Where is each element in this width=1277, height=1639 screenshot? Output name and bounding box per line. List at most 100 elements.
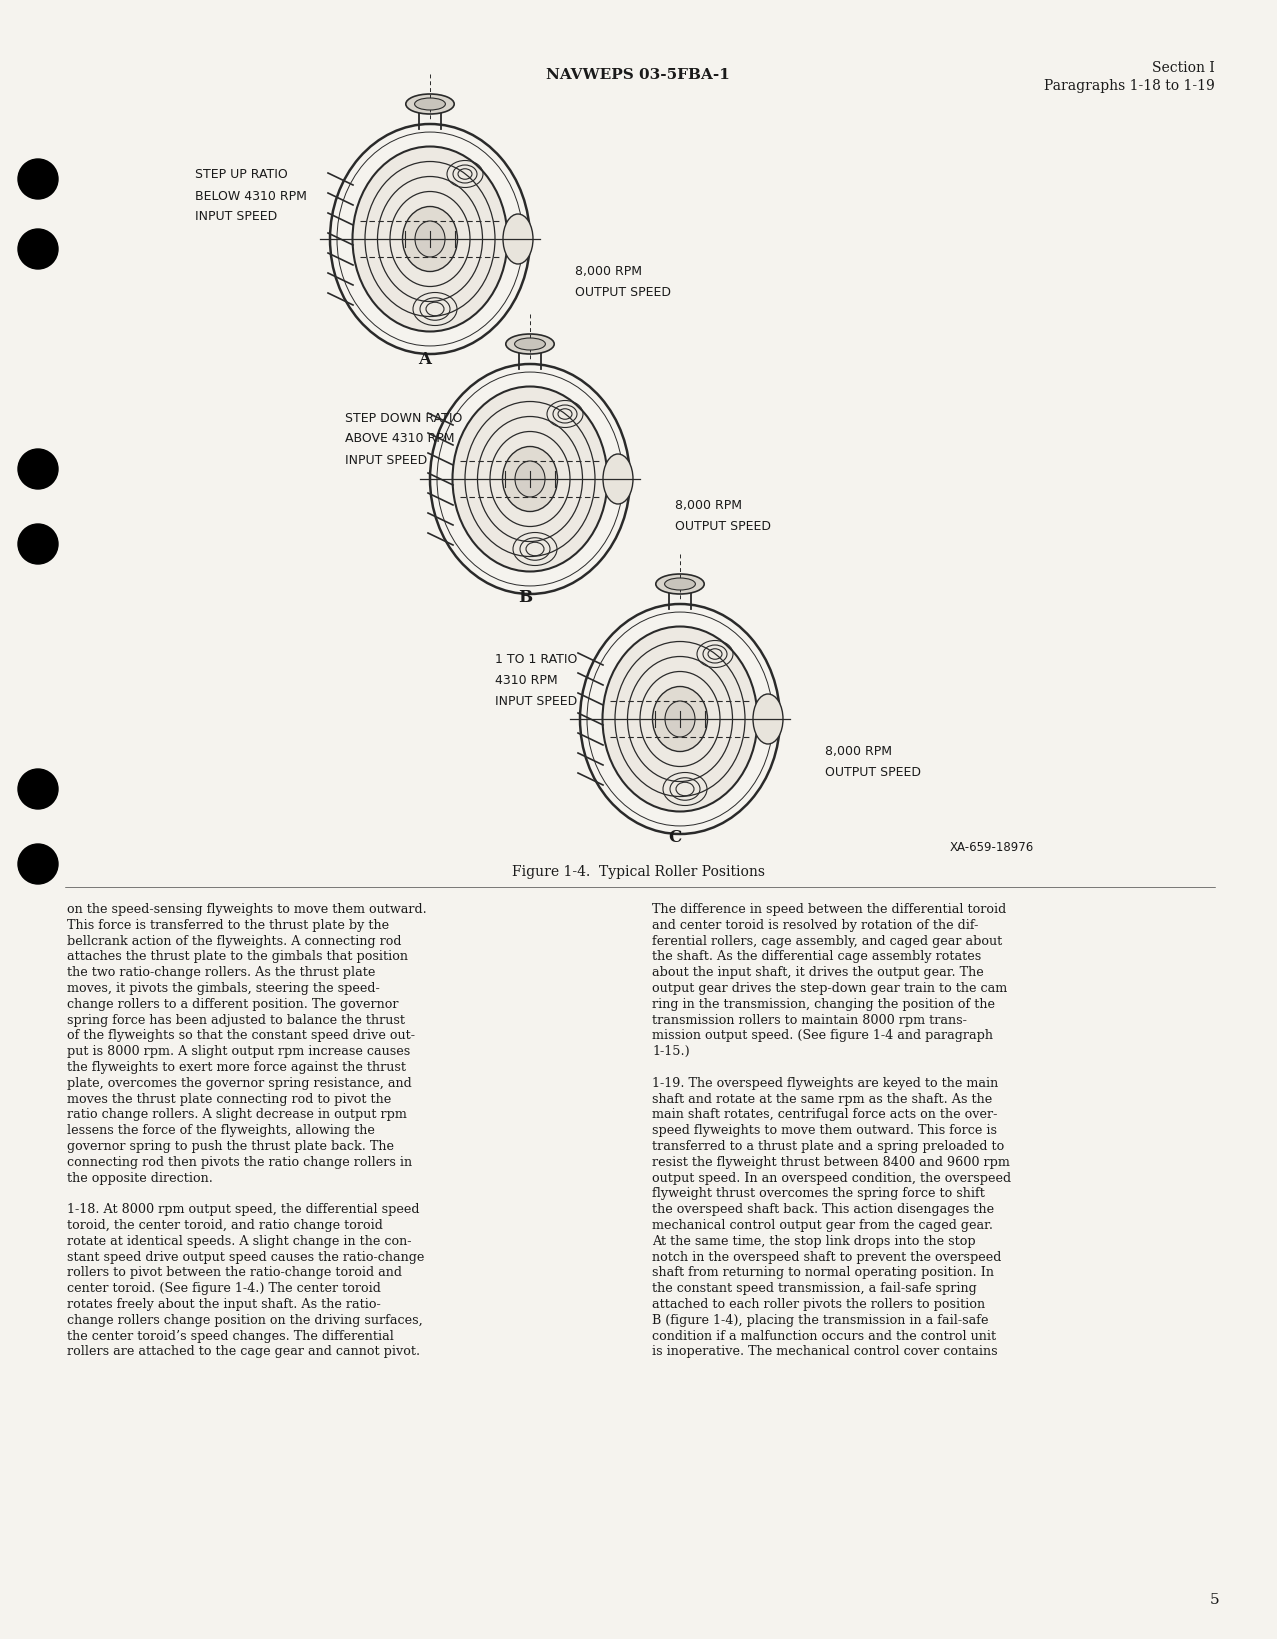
Text: resist the flyweight thrust between 8400 and 9600 rpm: resist the flyweight thrust between 8400… [653,1155,1010,1169]
Text: speed flyweights to move them outward. This force is: speed flyweights to move them outward. T… [653,1123,997,1136]
Ellipse shape [515,339,545,351]
Circle shape [18,524,57,565]
Text: INPUT SPEED: INPUT SPEED [495,695,577,708]
Text: rotate at identical speeds. A slight change in the con-: rotate at identical speeds. A slight cha… [66,1234,411,1247]
Text: condition if a malfunction occurs and the control unit: condition if a malfunction occurs and th… [653,1329,996,1342]
Text: the shaft. As the differential cage assembly rotates: the shaft. As the differential cage asse… [653,951,981,962]
Text: STEP DOWN RATIO: STEP DOWN RATIO [345,411,462,425]
Text: flyweight thrust overcomes the spring force to shift: flyweight thrust overcomes the spring fo… [653,1187,985,1200]
Text: notch in the overspeed shaft to prevent the overspeed: notch in the overspeed shaft to prevent … [653,1251,1001,1262]
Ellipse shape [656,575,704,595]
Text: OUTPUT SPEED: OUTPUT SPEED [676,520,771,533]
Text: The difference in speed between the differential toroid: The difference in speed between the diff… [653,903,1006,916]
Text: the constant speed transmission, a fail-safe spring: the constant speed transmission, a fail-… [653,1282,977,1295]
Text: INPUT SPEED: INPUT SPEED [195,210,277,223]
Ellipse shape [406,95,455,115]
Circle shape [18,770,57,810]
Text: This force is transferred to the thrust plate by the: This force is transferred to the thrust … [66,918,389,931]
Ellipse shape [402,208,457,272]
Text: transferred to a thrust plate and a spring preloaded to: transferred to a thrust plate and a spri… [653,1139,1004,1152]
Ellipse shape [506,334,554,354]
Ellipse shape [753,695,783,744]
Text: the center toroid’s speed changes. The differential: the center toroid’s speed changes. The d… [66,1329,393,1342]
Text: 1 TO 1 RATIO: 1 TO 1 RATIO [495,652,577,665]
Text: toroid, the center toroid, and ratio change toroid: toroid, the center toroid, and ratio cha… [66,1218,383,1231]
Text: shaft and rotate at the same rpm as the shaft. As the: shaft and rotate at the same rpm as the … [653,1092,992,1105]
Text: 8,000 RPM: 8,000 RPM [825,746,893,757]
Text: Figure 1-4.  Typical Roller Positions: Figure 1-4. Typical Roller Positions [512,864,765,879]
Text: the flyweights to exert more force against the thrust: the flyweights to exert more force again… [66,1060,406,1074]
Ellipse shape [664,579,696,590]
Text: connecting rod then pivots the ratio change rollers in: connecting rod then pivots the ratio cha… [66,1155,412,1169]
Ellipse shape [503,447,558,511]
Text: BELOW 4310 RPM: BELOW 4310 RPM [195,190,306,202]
Ellipse shape [452,387,608,572]
Ellipse shape [503,215,533,266]
Text: STEP UP RATIO: STEP UP RATIO [195,169,287,182]
Text: ratio change rollers. A slight decrease in output rpm: ratio change rollers. A slight decrease … [66,1108,407,1121]
Text: the two ratio-change rollers. As the thrust plate: the two ratio-change rollers. As the thr… [66,965,375,978]
Text: ABOVE 4310 RPM: ABOVE 4310 RPM [345,433,455,446]
Text: lessens the force of the flyweights, allowing the: lessens the force of the flyweights, all… [66,1123,375,1136]
Ellipse shape [603,628,757,811]
Text: the overspeed shaft back. This action disengages the: the overspeed shaft back. This action di… [653,1203,994,1216]
Text: bellcrank action of the flyweights. A connecting rod: bellcrank action of the flyweights. A co… [66,934,401,947]
Ellipse shape [352,148,507,333]
Text: is inoperative. The mechanical control cover contains: is inoperative. The mechanical control c… [653,1344,997,1357]
Text: 4310 RPM: 4310 RPM [495,674,558,687]
Text: moves, it pivots the gimbals, steering the speed-: moves, it pivots the gimbals, steering t… [66,982,379,995]
Text: transmission rollers to maintain 8000 rpm trans-: transmission rollers to maintain 8000 rp… [653,1013,967,1026]
Text: ring in the transmission, changing the position of the: ring in the transmission, changing the p… [653,997,995,1010]
Ellipse shape [653,687,707,752]
Text: Section I: Section I [1152,61,1214,75]
Text: change rollers to a different position. The governor: change rollers to a different position. … [66,997,398,1010]
Text: INPUT SPEED: INPUT SPEED [345,454,428,465]
Text: OUTPUT SPEED: OUTPUT SPEED [575,287,670,300]
Text: B (figure 1-4), placing the transmission in a fail-safe: B (figure 1-4), placing the transmission… [653,1313,988,1326]
Text: C: C [668,829,682,846]
Text: center toroid. (See figure 1-4.) The center toroid: center toroid. (See figure 1-4.) The cen… [66,1282,381,1295]
Ellipse shape [415,98,446,111]
Text: attached to each roller pivots the rollers to position: attached to each roller pivots the rolle… [653,1296,985,1310]
Text: spring force has been adjusted to balance the thrust: spring force has been adjusted to balanc… [66,1013,405,1026]
Text: 1-19. The overspeed flyweights are keyed to the main: 1-19. The overspeed flyweights are keyed… [653,1077,999,1090]
Ellipse shape [515,462,545,498]
Text: on the speed-sensing flyweights to move them outward.: on the speed-sensing flyweights to move … [66,903,427,916]
Text: main shaft rotates, centrifugal force acts on the over-: main shaft rotates, centrifugal force ac… [653,1108,997,1121]
Text: XA-659-18976: XA-659-18976 [950,841,1034,854]
Circle shape [18,449,57,490]
Text: rotates freely about the input shaft. As the ratio-: rotates freely about the input shaft. As… [66,1296,381,1310]
Text: put is 8000 rpm. A slight output rpm increase causes: put is 8000 rpm. A slight output rpm inc… [66,1044,410,1057]
Text: about the input shaft, it drives the output gear. The: about the input shaft, it drives the out… [653,965,983,978]
Ellipse shape [415,221,444,257]
Text: moves the thrust plate connecting rod to pivot the: moves the thrust plate connecting rod to… [66,1092,391,1105]
Text: NAVWEPS 03-5FBA-1: NAVWEPS 03-5FBA-1 [547,67,730,82]
Text: and center toroid is resolved by rotation of the dif-: and center toroid is resolved by rotatio… [653,918,978,931]
Text: 5: 5 [1211,1591,1220,1606]
Circle shape [18,844,57,885]
Text: rollers to pivot between the ratio-change toroid and: rollers to pivot between the ratio-chang… [66,1265,402,1278]
Text: rollers are attached to the cage gear and cannot pivot.: rollers are attached to the cage gear an… [66,1344,420,1357]
Text: ferential rollers, cage assembly, and caged gear about: ferential rollers, cage assembly, and ca… [653,934,1002,947]
Text: Paragraphs 1-18 to 1-19: Paragraphs 1-18 to 1-19 [1045,79,1214,93]
Text: governor spring to push the thrust plate back. The: governor spring to push the thrust plate… [66,1139,395,1152]
Circle shape [18,161,57,200]
Text: 8,000 RPM: 8,000 RPM [575,266,642,279]
Text: of the flyweights so that the constant speed drive out-: of the flyweights so that the constant s… [66,1029,415,1042]
Text: OUTPUT SPEED: OUTPUT SPEED [825,765,921,779]
Text: stant speed drive output speed causes the ratio-change: stant speed drive output speed causes th… [66,1251,424,1262]
Text: output speed. In an overspeed condition, the overspeed: output speed. In an overspeed condition,… [653,1170,1011,1183]
Text: 1-18. At 8000 rpm output speed, the differential speed: 1-18. At 8000 rpm output speed, the diff… [66,1203,420,1216]
Circle shape [18,229,57,270]
Text: 1-15.): 1-15.) [653,1044,690,1057]
Text: change rollers change position on the driving surfaces,: change rollers change position on the dr… [66,1313,423,1326]
Text: attaches the thrust plate to the gimbals that position: attaches the thrust plate to the gimbals… [66,951,407,962]
Text: shaft from returning to normal operating position. In: shaft from returning to normal operating… [653,1265,994,1278]
Text: 8,000 RPM: 8,000 RPM [676,500,742,511]
Text: output gear drives the step-down gear train to the cam: output gear drives the step-down gear tr… [653,982,1008,995]
Ellipse shape [603,454,633,505]
Text: B: B [518,588,533,606]
Text: At the same time, the stop link drops into the stop: At the same time, the stop link drops in… [653,1234,976,1247]
Text: A: A [419,351,432,369]
Text: the opposite direction.: the opposite direction. [66,1170,213,1183]
